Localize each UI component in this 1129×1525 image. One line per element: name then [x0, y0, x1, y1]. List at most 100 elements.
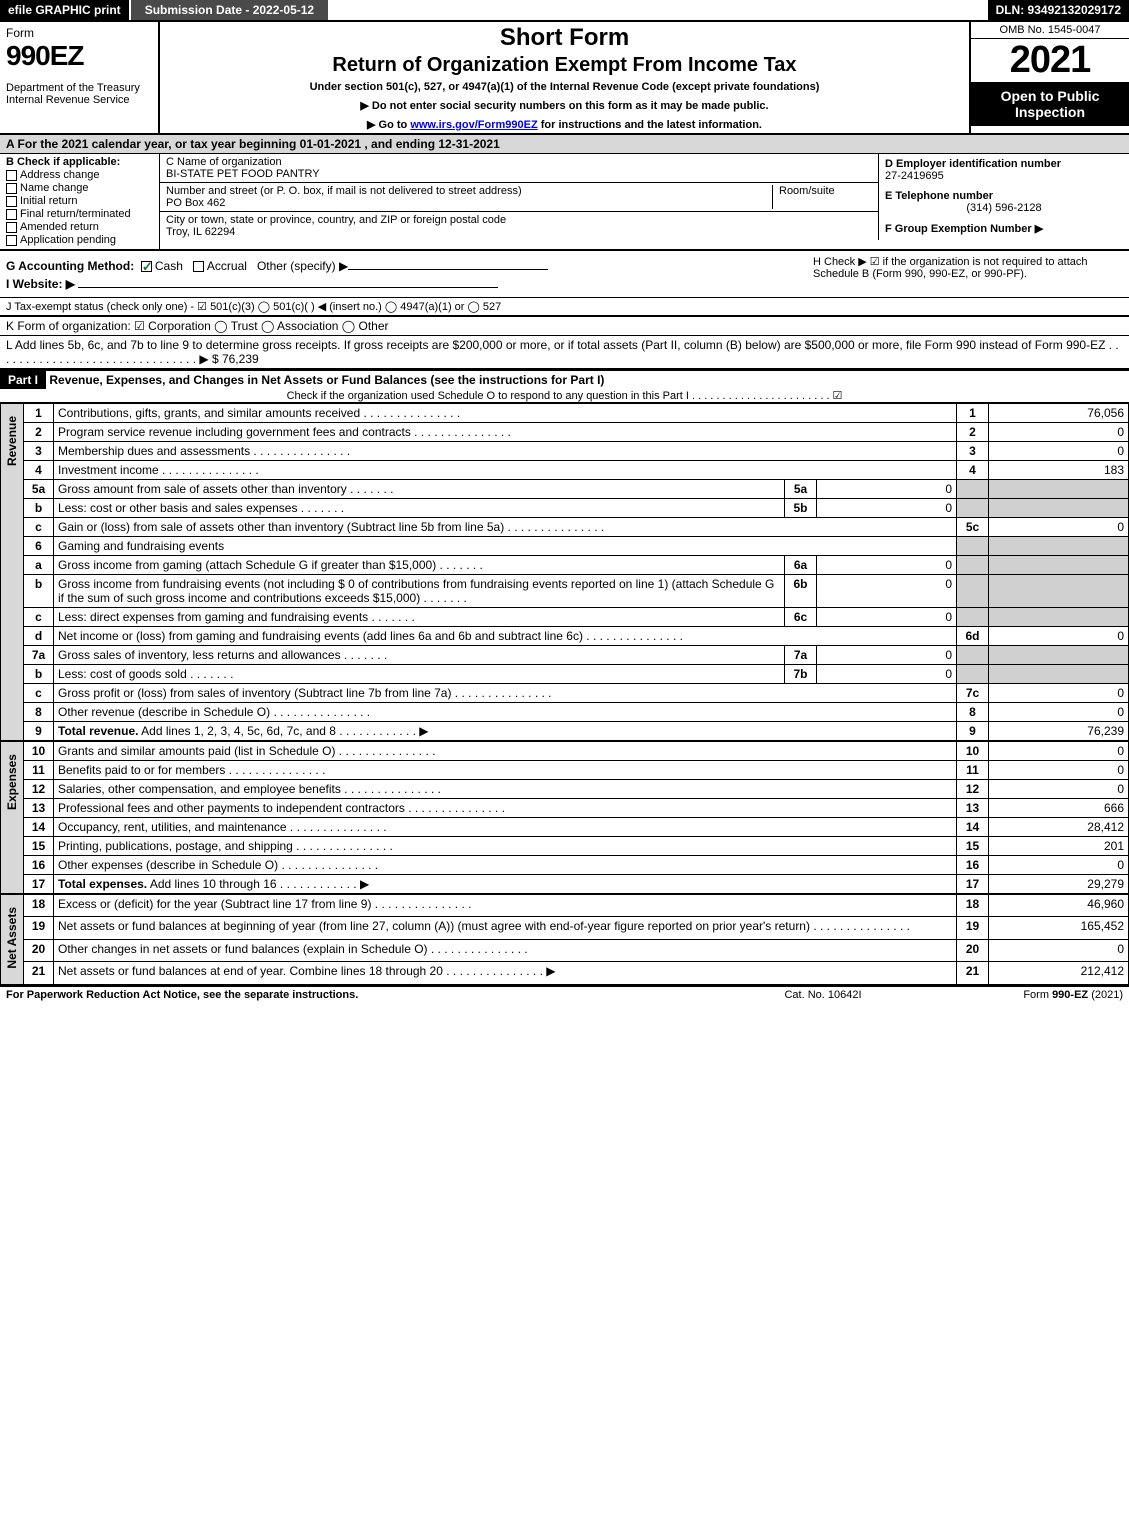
footer-formref: Form 990-EZ (2021)	[923, 989, 1123, 1001]
table-row: 16Other expenses (describe in Schedule O…	[1, 856, 1129, 875]
line-code: 16	[957, 856, 989, 875]
line-number: 18	[24, 895, 54, 917]
table-row: 17Total expenses. Add lines 10 through 1…	[1, 875, 1129, 894]
table-row: 4Investment income . . . . . . . . . . .…	[1, 461, 1129, 480]
irs-link[interactable]: www.irs.gov/Form990EZ	[410, 119, 537, 131]
c-city-block: City or town, state or province, country…	[160, 212, 879, 240]
form-number: 990EZ	[6, 40, 152, 72]
netassets-table: Net Assets18Excess or (deficit) for the …	[0, 894, 1129, 985]
subline-code: 5b	[785, 499, 817, 518]
line-number: 12	[24, 780, 54, 799]
line-desc: Gross income from gaming (attach Schedul…	[54, 556, 785, 575]
revenue-table: Revenue1Contributions, gifts, grants, an…	[0, 403, 1129, 741]
expenses-table: Expenses10Grants and similar amounts pai…	[0, 741, 1129, 894]
tax-year: 2021	[971, 39, 1129, 82]
table-row: 20Other changes in net assets or fund ba…	[1, 939, 1129, 961]
line-desc: Membership dues and assessments . . . . …	[54, 442, 957, 461]
line-code: 20	[957, 939, 989, 961]
efile-print-label[interactable]: efile GRAPHIC print	[0, 0, 129, 20]
subline-code: 6a	[785, 556, 817, 575]
chk-name-change[interactable]: Name change	[6, 182, 153, 194]
b-label: B Check if applicable:	[6, 156, 153, 168]
line-code: 11	[957, 761, 989, 780]
table-row: 9Total revenue. Add lines 1, 2, 3, 4, 5c…	[1, 722, 1129, 741]
form-word: Form	[6, 26, 152, 40]
line-number: 7a	[24, 646, 54, 665]
chk-initial-return[interactable]: Initial return	[6, 195, 153, 207]
line-desc: Excess or (deficit) for the year (Subtra…	[54, 895, 957, 917]
table-row: cGain or (loss) from sale of assets othe…	[1, 518, 1129, 537]
line-number: 13	[24, 799, 54, 818]
table-row: 7aGross sales of inventory, less returns…	[1, 646, 1129, 665]
line-number: c	[24, 608, 54, 627]
line-value: 666	[989, 799, 1129, 818]
footer-paperwork: For Paperwork Reduction Act Notice, see …	[6, 989, 723, 1001]
line-code: 18	[957, 895, 989, 917]
table-row: 15Printing, publications, postage, and s…	[1, 837, 1129, 856]
line-number: b	[24, 665, 54, 684]
chk-address-change[interactable]: Address change	[6, 169, 153, 181]
form-header: Form 990EZ Department of the Treasury In…	[0, 22, 1129, 135]
line-number: 4	[24, 461, 54, 480]
line-value: 0	[989, 442, 1129, 461]
table-row: Revenue1Contributions, gifts, grants, an…	[1, 404, 1129, 423]
line-code: 21	[957, 962, 989, 984]
chk-final-return[interactable]: Final return/terminated	[6, 208, 153, 220]
line-value: 212,412	[989, 962, 1129, 984]
col-b-checkboxes: B Check if applicable: Address change Na…	[0, 154, 160, 249]
table-row: 2Program service revenue including gover…	[1, 423, 1129, 442]
c-street-block: Number and street (or P. O. box, if mail…	[160, 183, 879, 212]
table-row: dNet income or (loss) from gaming and fu…	[1, 627, 1129, 646]
under-section: Under section 501(c), 527, or 4947(a)(1)…	[166, 81, 963, 93]
chk-application-pending[interactable]: Application pending	[6, 234, 153, 246]
line-desc: Less: cost or other basis and sales expe…	[54, 499, 785, 518]
subline-value: 0	[817, 499, 957, 518]
table-row: 14Occupancy, rent, utilities, and mainte…	[1, 818, 1129, 837]
line-number: 15	[24, 837, 54, 856]
col-c-org-info: C Name of organization BI-STATE PET FOOD…	[160, 154, 879, 249]
part-i-header: Part I Revenue, Expenses, and Changes in…	[0, 369, 1129, 403]
line-value: 165,452	[989, 917, 1129, 939]
ein-value: 27-2419695	[885, 170, 1123, 182]
section-label: Expenses	[1, 742, 24, 894]
line-value: 183	[989, 461, 1129, 480]
l-gross-receipts: L Add lines 5b, 6c, and 7b to line 9 to …	[0, 336, 1129, 369]
line-value: 0	[989, 939, 1129, 961]
line-number: 3	[24, 442, 54, 461]
line-number: d	[24, 627, 54, 646]
chk-cash[interactable]	[141, 261, 152, 272]
line-desc: Other changes in net assets or fund bala…	[54, 939, 957, 961]
line-value: 0	[989, 856, 1129, 875]
j-tax-exempt: J Tax-exempt status (check only one) - ☑…	[0, 298, 1129, 317]
col-d-ein-phone: D Employer identification number 27-2419…	[879, 154, 1129, 249]
table-row: 19Net assets or fund balances at beginni…	[1, 917, 1129, 939]
chk-amended-return[interactable]: Amended return	[6, 221, 153, 233]
row-a-calendar-year: A For the 2021 calendar year, or tax yea…	[0, 135, 1129, 154]
chk-accrual[interactable]	[193, 261, 204, 272]
omb-number: OMB No. 1545-0047	[971, 22, 1129, 39]
line-value: 201	[989, 837, 1129, 856]
part-i-sub: Check if the organization used Schedule …	[0, 389, 1129, 402]
subline-value: 0	[817, 480, 957, 499]
dln-label: DLN: 93492132029172	[988, 0, 1129, 20]
line-desc: Less: cost of goods sold . . . . . . .	[54, 665, 785, 684]
line-code: 8	[957, 703, 989, 722]
line-value: 76,239	[989, 722, 1129, 741]
d-label: D Employer identification number	[885, 158, 1123, 170]
line-code: 4	[957, 461, 989, 480]
g-accounting: G Accounting Method: Cash Accrual Other …	[6, 259, 813, 273]
h-schedule-b: H Check ▶ ☑ if the organization is not r…	[813, 255, 1123, 295]
e-label: E Telephone number	[885, 190, 1123, 202]
line-code: 2	[957, 423, 989, 442]
title-short-form: Short Form	[166, 24, 963, 52]
instr-no-ssn: ▶ Do not enter social security numbers o…	[166, 99, 963, 112]
line-desc: Gain or (loss) from sale of assets other…	[54, 518, 957, 537]
line-code: 15	[957, 837, 989, 856]
gross-receipts-value: $ 76,239	[212, 352, 259, 366]
line-desc: Gross income from fundraising events (no…	[54, 575, 785, 608]
line-number: a	[24, 556, 54, 575]
line-code: 6d	[957, 627, 989, 646]
org-street: PO Box 462	[166, 197, 772, 209]
line-desc: Benefits paid to or for members . . . . …	[54, 761, 957, 780]
subline-value: 0	[817, 665, 957, 684]
